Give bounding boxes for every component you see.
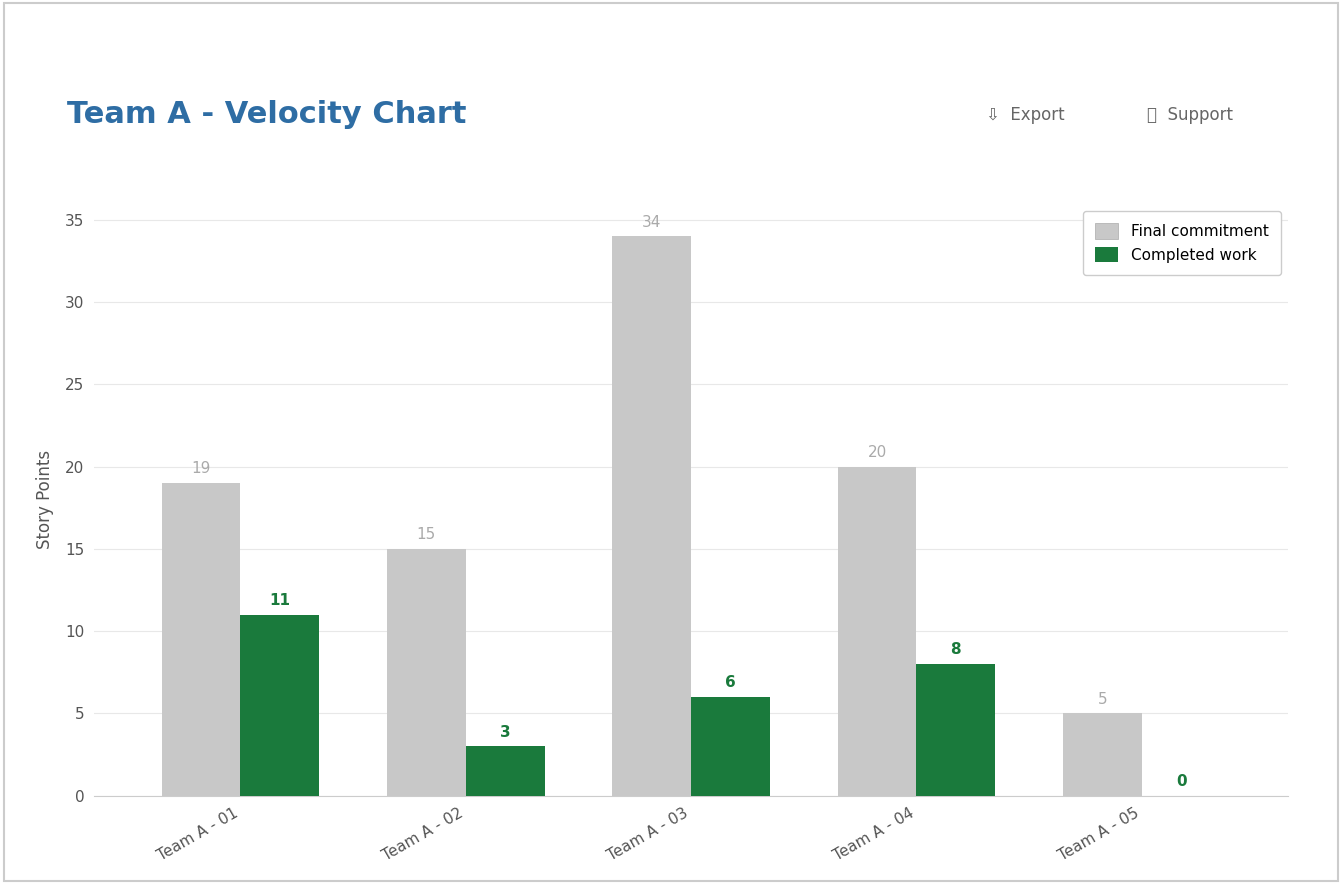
Text: 11: 11 xyxy=(270,593,290,608)
Bar xyxy=(466,746,545,796)
Text: 5: 5 xyxy=(1098,692,1107,707)
Bar xyxy=(1063,713,1142,796)
Y-axis label: Story Points: Story Points xyxy=(36,450,54,549)
Text: 6: 6 xyxy=(725,675,735,690)
Bar xyxy=(386,549,466,796)
Bar xyxy=(917,664,996,796)
Text: 0: 0 xyxy=(1176,774,1186,789)
Text: 3: 3 xyxy=(501,725,510,740)
Text: 34: 34 xyxy=(641,215,662,230)
Text: 20: 20 xyxy=(867,445,887,460)
Bar xyxy=(837,467,917,796)
Bar xyxy=(612,236,691,796)
Bar xyxy=(161,483,240,796)
Text: ⇩  Export: ⇩ Export xyxy=(986,106,1066,124)
Text: Agile Velocity Chart: Agile Velocity Chart xyxy=(17,24,235,42)
Bar xyxy=(240,614,319,796)
Legend: Final commitment, Completed work: Final commitment, Completed work xyxy=(1083,211,1280,275)
Text: 15: 15 xyxy=(417,527,436,542)
Text: 19: 19 xyxy=(192,461,211,476)
Text: 8: 8 xyxy=(950,643,961,658)
Text: Team A - Velocity Chart: Team A - Velocity Chart xyxy=(67,101,467,129)
Text: ❖: ❖ xyxy=(1267,23,1286,43)
Text: ▽: ▽ xyxy=(1310,26,1322,41)
Bar xyxy=(691,697,770,796)
Text: ❓  Support: ❓ Support xyxy=(1147,106,1233,124)
